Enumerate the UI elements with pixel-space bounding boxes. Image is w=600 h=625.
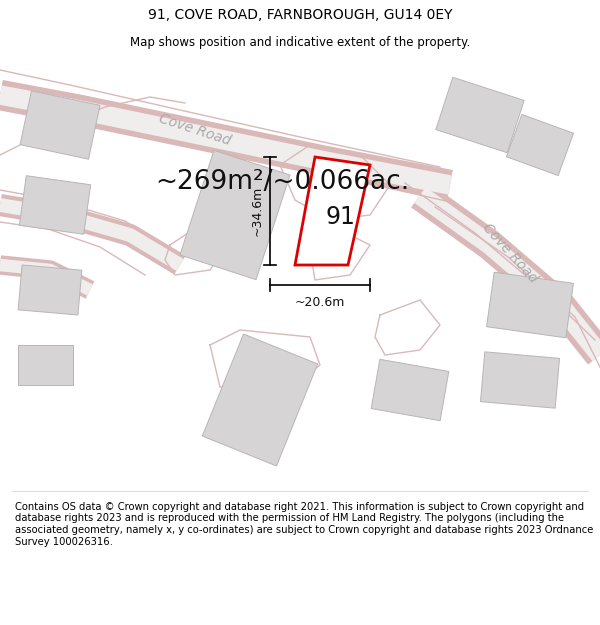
Text: ~269m²/~0.066ac.: ~269m²/~0.066ac.	[155, 169, 409, 195]
Text: ~20.6m: ~20.6m	[295, 296, 345, 309]
Text: Map shows position and indicative extent of the property.: Map shows position and indicative extent…	[130, 36, 470, 49]
Polygon shape	[481, 352, 560, 408]
Polygon shape	[19, 176, 91, 234]
Polygon shape	[17, 345, 73, 385]
Polygon shape	[202, 334, 317, 466]
Text: Cove Road: Cove Road	[480, 221, 540, 286]
Polygon shape	[295, 157, 370, 265]
Text: Cove Road: Cove Road	[157, 112, 233, 148]
Polygon shape	[436, 78, 524, 152]
Polygon shape	[180, 151, 290, 279]
Polygon shape	[18, 265, 82, 315]
Text: 91, COVE ROAD, FARNBOROUGH, GU14 0EY: 91, COVE ROAD, FARNBOROUGH, GU14 0EY	[148, 8, 452, 22]
Polygon shape	[371, 359, 449, 421]
Text: Contains OS data © Crown copyright and database right 2021. This information is : Contains OS data © Crown copyright and d…	[15, 502, 593, 547]
Text: ~34.6m: ~34.6m	[251, 186, 263, 236]
Polygon shape	[20, 91, 100, 159]
Polygon shape	[487, 272, 574, 338]
Polygon shape	[506, 114, 574, 176]
Text: 91: 91	[325, 205, 355, 229]
